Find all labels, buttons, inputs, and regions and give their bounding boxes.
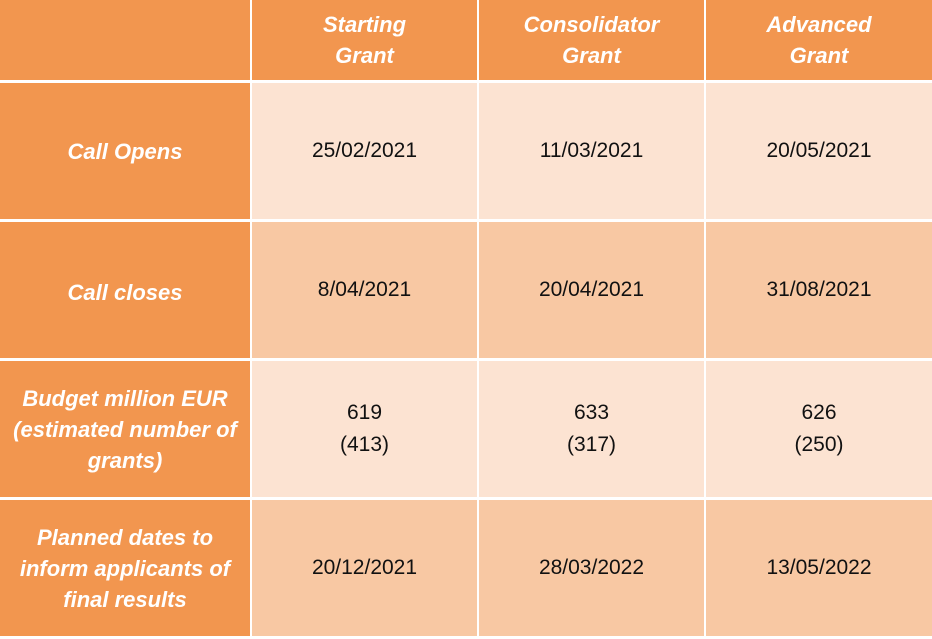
table-cell: 8/04/2021 bbox=[252, 222, 477, 358]
row-header-planned-dates: Planned dates to inform applicants of fi… bbox=[0, 500, 250, 636]
row-header-call-closes: Call closes bbox=[0, 222, 250, 358]
row-header-budget: Budget million EUR (estimated number of … bbox=[0, 361, 250, 497]
cell-value: 20/04/2021 bbox=[538, 278, 645, 301]
cell-value: 20/05/2021 bbox=[766, 139, 872, 162]
table-cell: 28/03/2022 bbox=[479, 500, 704, 636]
budget-amount: 633 bbox=[573, 401, 610, 424]
row-header-line3: final results bbox=[63, 586, 187, 612]
corner-header-cell bbox=[0, 0, 250, 80]
column-header-consolidator-grant: Consolidator Grant bbox=[479, 0, 704, 80]
column-header-line1: Starting bbox=[322, 12, 407, 37]
column-header-advanced-grant: Advanced Grant bbox=[706, 0, 932, 80]
row-header-line3: grants) bbox=[87, 447, 163, 473]
table-cell: 11/03/2021 bbox=[479, 83, 704, 219]
table-cell: 20/05/2021 bbox=[706, 83, 932, 219]
table-cell: 20/04/2021 bbox=[479, 222, 704, 358]
table-cell: 20/12/2021 bbox=[252, 500, 477, 636]
cell-value: 8/04/2021 bbox=[317, 278, 412, 301]
row-header-line1: Planned dates to bbox=[36, 524, 214, 550]
column-header-line2: Grant bbox=[335, 43, 394, 68]
cell-value: 31/08/2021 bbox=[766, 278, 872, 301]
table-cell: 13/05/2022 bbox=[706, 500, 932, 636]
row-header-call-opens: Call Opens bbox=[0, 83, 250, 219]
column-header-line2: Grant bbox=[789, 43, 849, 68]
budget-amount: 626 bbox=[801, 401, 837, 424]
budget-amount: 619 bbox=[346, 401, 383, 424]
column-header-starting-grant: Starting Grant bbox=[252, 0, 477, 80]
row-header-line1: Budget million EUR bbox=[22, 385, 228, 411]
cell-value: 25/02/2021 bbox=[311, 139, 418, 162]
row-header-line2: inform applicants of bbox=[19, 555, 231, 581]
table-cell: 25/02/2021 bbox=[252, 83, 477, 219]
table-cell: 31/08/2021 bbox=[706, 222, 932, 358]
column-header-line2: Grant bbox=[562, 43, 621, 68]
table-cell: 626 (250) bbox=[706, 361, 932, 497]
cell-value: 20/12/2021 bbox=[311, 556, 418, 579]
table-cell: 619 (413) bbox=[252, 361, 477, 497]
cell-value: 28/03/2022 bbox=[538, 556, 645, 579]
grant-count: (250) bbox=[794, 433, 844, 456]
row-header-label: Call closes bbox=[67, 280, 183, 305]
column-header-line1: Advanced bbox=[766, 12, 872, 37]
cell-value: 13/05/2022 bbox=[766, 556, 872, 579]
grant-count: (413) bbox=[339, 433, 390, 456]
table-cell: 633 (317) bbox=[479, 361, 704, 497]
cell-value: 11/03/2021 bbox=[539, 139, 644, 162]
column-header-line1: Consolidator bbox=[523, 12, 660, 37]
row-header-line2: (estimated number of bbox=[13, 416, 237, 442]
grant-count: (317) bbox=[566, 433, 617, 456]
row-header-label: Call Opens bbox=[67, 138, 183, 164]
